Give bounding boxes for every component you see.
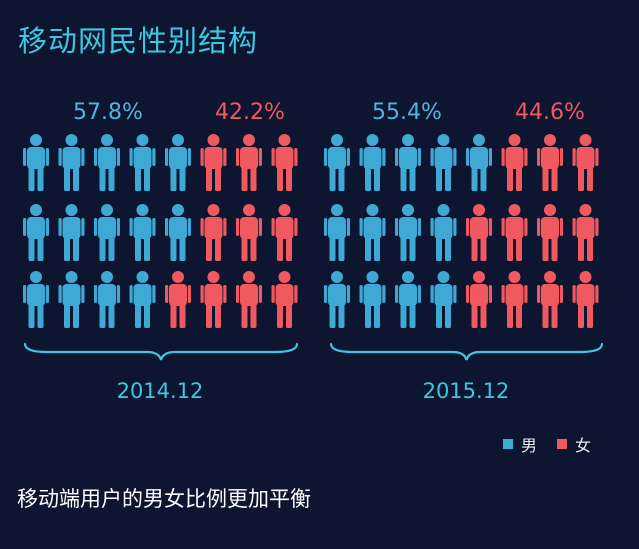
- footnote: 移动端用户的男女比例更加平衡: [17, 487, 311, 511]
- male-figure: [165, 204, 191, 261]
- female-figure: [236, 204, 262, 261]
- female-figure: [537, 134, 563, 191]
- female-figure: [271, 204, 298, 261]
- male-figure: [395, 204, 421, 261]
- female-figure: [572, 271, 599, 328]
- male-figure: [430, 271, 457, 328]
- male-percent-label: 55.4%: [372, 100, 442, 125]
- pictogram-group-2014.12: [23, 134, 298, 328]
- male-figure: [430, 134, 457, 191]
- female-figure: [236, 134, 262, 191]
- male-figure: [430, 204, 457, 261]
- group-brace: [23, 342, 299, 361]
- female-figure: [572, 204, 599, 261]
- male-figure: [395, 134, 421, 191]
- female-percent-label: 42.2%: [215, 100, 285, 125]
- female-figure: [466, 271, 492, 328]
- female-percent-label: 44.6%: [515, 100, 585, 125]
- group-brace: [329, 342, 604, 361]
- legend-item-female: 女: [557, 432, 591, 456]
- female-figure: [165, 271, 191, 328]
- legend-swatch-male: [503, 439, 513, 449]
- female-figure: [501, 271, 528, 328]
- male-figure: [395, 271, 421, 328]
- legend-swatch-female: [557, 439, 568, 449]
- male-figure: [324, 134, 350, 191]
- page-title: 移动网民性别结构: [18, 24, 259, 58]
- legend-item-male: 男: [503, 432, 537, 456]
- female-figure: [501, 134, 528, 191]
- male-percent-label: 57.8%: [73, 100, 143, 125]
- legend-label-male: 男: [521, 436, 538, 455]
- female-figure: [537, 271, 563, 328]
- female-figure: [200, 204, 227, 261]
- male-figure: [129, 134, 156, 191]
- male-figure: [165, 134, 191, 191]
- female-figure: [466, 204, 492, 261]
- female-figure: [200, 134, 227, 191]
- male-figure: [129, 271, 156, 328]
- male-figure: [58, 271, 85, 328]
- male-figure: [23, 134, 49, 191]
- female-figure: [537, 204, 563, 261]
- female-figure: [572, 134, 599, 191]
- male-figure: [359, 271, 386, 328]
- male-figure: [466, 134, 492, 191]
- male-figure: [324, 204, 350, 261]
- male-figure: [94, 134, 120, 191]
- male-figure: [58, 204, 85, 261]
- female-figure: [236, 271, 262, 328]
- female-figure: [501, 204, 528, 261]
- male-figure: [94, 271, 120, 328]
- female-figure: [271, 271, 298, 328]
- male-figure: [129, 204, 156, 261]
- male-figure: [23, 204, 49, 261]
- male-figure: [23, 271, 49, 328]
- female-figure: [271, 134, 298, 191]
- male-figure: [359, 134, 386, 191]
- male-figure: [58, 134, 85, 191]
- female-figure: [200, 271, 227, 328]
- male-figure: [324, 271, 350, 328]
- chart-legend: 男 女: [503, 432, 591, 456]
- male-figure: [94, 204, 120, 261]
- male-figure: [359, 204, 386, 261]
- pictogram-group-2015.12: [324, 134, 599, 328]
- category-label: 2015.12: [423, 379, 510, 403]
- category-label: 2014.12: [117, 379, 204, 403]
- legend-label-female: 女: [575, 436, 592, 455]
